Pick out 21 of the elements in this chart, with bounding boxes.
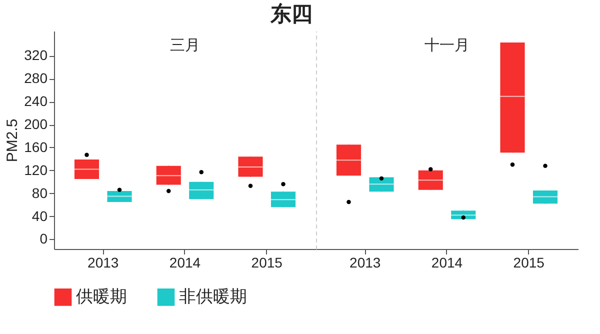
- chart-subtitle: 三月: [170, 37, 200, 54]
- y-tick-label: 280: [24, 70, 48, 86]
- y-tick-label: 200: [24, 116, 48, 132]
- y-tick-label: 80: [32, 184, 48, 201]
- y-tick-label: 160: [24, 138, 48, 155]
- y-axis-title: PM2.5: [4, 118, 22, 162]
- x-tick-label: 2013: [350, 254, 381, 270]
- chart-subtitle: 十一月: [424, 37, 470, 54]
- y-tick-label: 120: [24, 162, 48, 178]
- y-tick-label: 40: [32, 208, 48, 224]
- chart-title: 东四: [269, 2, 312, 26]
- x-tick-label: 2014: [169, 254, 201, 270]
- x-tick-label: 2013: [88, 254, 119, 270]
- x-tick-label: 2015: [251, 254, 283, 270]
- y-tick-label: 320: [24, 47, 48, 64]
- legend-label: 供暖期: [76, 287, 127, 306]
- y-tick-label: 0: [40, 230, 48, 247]
- y-tick-label: 240: [24, 93, 48, 110]
- x-tick-label: 2014: [431, 254, 463, 270]
- legend-label: 非供暖期: [179, 287, 247, 306]
- x-tick-label: 2015: [513, 254, 545, 270]
